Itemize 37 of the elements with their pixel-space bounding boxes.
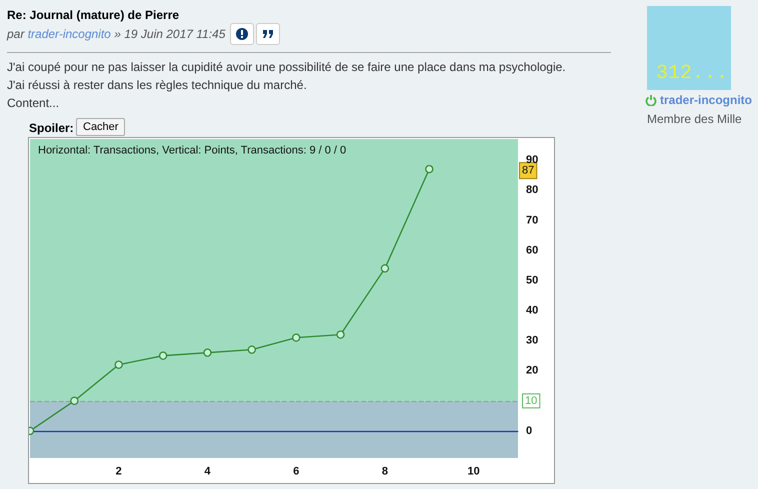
x-tick-label: 2 — [116, 466, 122, 478]
point — [425, 164, 434, 174]
y-tick-label: 60 — [526, 244, 538, 256]
text: J'ai coupé pour ne pas laisser la cupidité avoir une possibilité de se faire une place dans ma psychologie. — [7, 60, 566, 74]
y-tick-label: 20 — [526, 364, 538, 377]
point — [248, 346, 256, 354]
point — [203, 348, 212, 357]
text: trader-incognito — [28, 27, 111, 41]
point — [336, 330, 345, 339]
text: J'ai réussi à rester dans les règles technique du marché. — [7, 78, 307, 92]
y-tick-label: 40 — [526, 304, 538, 317]
text: par — [7, 27, 24, 41]
text: Re: Journal (mature) de Pierre — [7, 8, 180, 22]
point — [114, 360, 123, 369]
ref-line-label: 10 — [525, 394, 538, 407]
y-tick-label: 50 — [526, 274, 538, 286]
y-tick-label: 70 — [526, 214, 538, 226]
point — [159, 352, 168, 360]
text: Spoiler: — [29, 121, 74, 135]
text: » 19 Juin 2017 11:45 — [114, 27, 226, 41]
point — [292, 334, 300, 342]
y-tick-label: 30 — [526, 334, 538, 347]
text: 87 — [522, 164, 534, 177]
avatar-block: 312... — [647, 6, 731, 90]
text: Content... — [7, 96, 60, 110]
x-tick-label: 6 — [293, 466, 300, 478]
text: Membre des Mille — [647, 112, 742, 126]
y-tick-label: 0 — [526, 424, 532, 437]
x-tick-label: 4 — [204, 466, 212, 478]
text: Cacher — [76, 118, 126, 136]
y-tick-label: 80 — [526, 184, 538, 196]
point — [70, 396, 78, 405]
text: Horizontal: Transactions, Vertical: Points, Transactions: 9 / 0 / 0 — [38, 144, 346, 156]
x-tick-label: 8 — [382, 466, 388, 478]
point — [380, 264, 390, 273]
text: trader-incognito — [660, 93, 752, 107]
x-tick-label: 10 — [468, 466, 480, 478]
